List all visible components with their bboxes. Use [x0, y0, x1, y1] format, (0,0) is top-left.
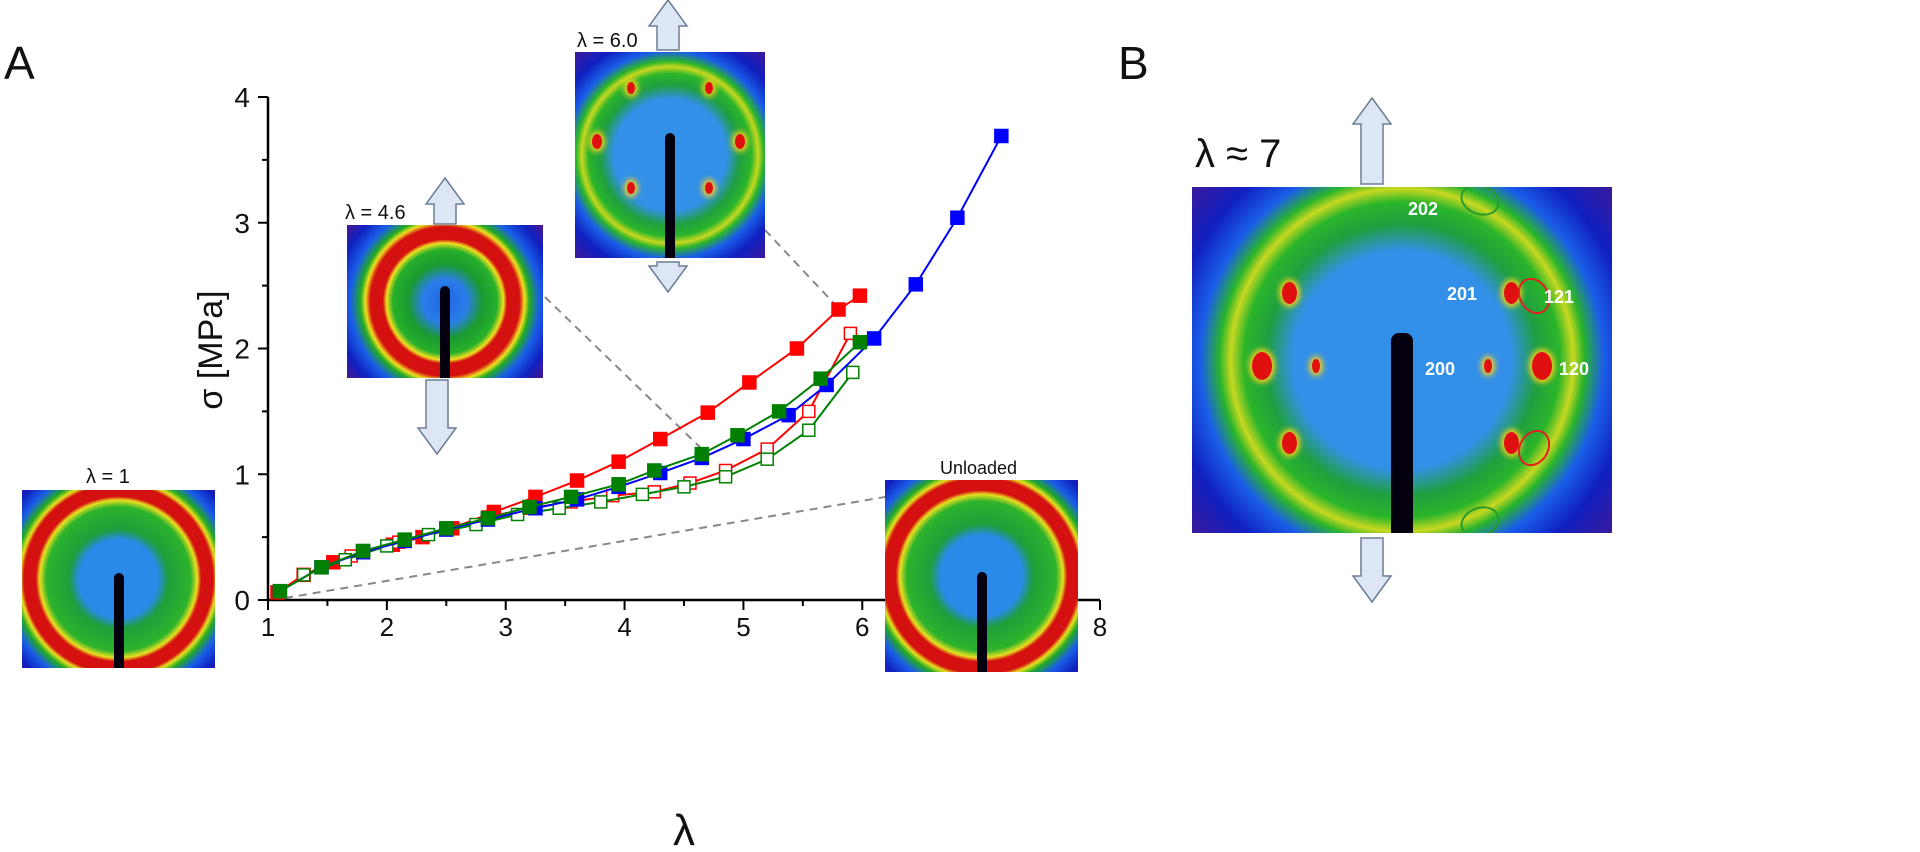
x-tick-label: 4 — [617, 612, 631, 642]
y-axis-label: σ [MPa] — [192, 290, 230, 409]
panel-label-a: A — [4, 37, 35, 89]
arrow-up-icon — [647, 0, 689, 51]
reflection-marker-202 — [1456, 187, 1504, 221]
panel-label-b: B — [1118, 37, 1149, 89]
data-point — [730, 428, 745, 443]
inset-label-lambda60: λ = 6.0 — [577, 30, 638, 52]
beam-stop — [440, 286, 450, 378]
reflection-marker-121-lower — [1511, 424, 1557, 472]
data-point — [355, 543, 371, 559]
panel-b-title: λ ≈ 7 — [1195, 132, 1282, 176]
data-point — [694, 446, 710, 462]
arrow-up-icon — [1351, 96, 1393, 185]
x-axis-label: λ — [673, 806, 695, 852]
beam-stop — [665, 133, 675, 258]
data-point — [852, 334, 868, 350]
arrow-down-icon — [647, 261, 689, 294]
data-point — [908, 277, 924, 292]
arrow-down-icon — [416, 379, 458, 456]
data-point — [760, 452, 774, 466]
y-tick-label: 1 — [234, 459, 250, 490]
dashed-guide-line — [764, 229, 843, 313]
data-point — [272, 583, 288, 599]
x-tick-label: 1 — [261, 612, 275, 642]
data-point — [611, 477, 626, 492]
beam-stop — [1391, 333, 1413, 533]
data-point — [789, 341, 805, 356]
reflection-marker-202-lower — [1456, 501, 1504, 533]
arrow-down-icon — [1351, 537, 1393, 604]
saxs-image-lambda46 — [347, 225, 543, 378]
data-point — [852, 288, 868, 303]
x-tick-label: 8 — [1093, 612, 1107, 642]
reflection-label-121: 121 — [1544, 287, 1575, 307]
data-point — [813, 371, 828, 386]
data-point — [522, 499, 537, 515]
data-point — [652, 431, 668, 447]
data-point — [802, 404, 816, 419]
data-point — [647, 463, 662, 478]
saxs-image-lambda60 — [575, 52, 765, 258]
inset-label-lambda1: λ = 1 — [86, 466, 130, 488]
data-point — [742, 375, 757, 390]
data-point — [994, 128, 1009, 144]
data-point — [950, 210, 965, 225]
saxs-image-lambda1 — [22, 490, 215, 668]
x-tick-label: 2 — [380, 612, 394, 642]
data-point — [718, 470, 733, 484]
data-point — [635, 487, 650, 502]
dashed-guide-line — [544, 296, 706, 453]
saxs-image-unloaded — [885, 480, 1078, 672]
data-point — [846, 365, 860, 380]
data-point — [314, 560, 329, 575]
reflection-label-200: 200 — [1425, 359, 1456, 379]
data-point — [397, 532, 412, 547]
data-point — [611, 454, 626, 469]
x-tick-label: 6 — [855, 612, 869, 642]
reflection-label-120: 120 — [1559, 359, 1590, 379]
x-tick-label: 5 — [736, 612, 750, 642]
y-tick-label: 2 — [234, 334, 250, 365]
data-point — [771, 404, 787, 419]
inset-label-lambda46: λ = 4.6 — [345, 202, 406, 224]
data-point — [700, 405, 716, 420]
y-tick-label: 0 — [234, 585, 250, 616]
saxs-image-lambda7: 202 201 121 200 120 — [1192, 187, 1612, 533]
data-point — [831, 302, 846, 317]
dashed-guide-line — [284, 496, 886, 599]
beam-stop — [976, 572, 987, 672]
x-tick-label: 3 — [498, 612, 512, 642]
reflection-label-201: 201 — [1447, 284, 1478, 304]
inset-label-unloaded: Unloaded — [940, 458, 1018, 478]
series-green-filled — [272, 334, 868, 599]
data-point — [563, 489, 579, 505]
data-point — [569, 473, 585, 488]
data-point — [866, 331, 882, 346]
data-point — [480, 511, 496, 526]
data-point — [439, 521, 454, 536]
arrow-up-icon — [424, 176, 466, 225]
data-point — [594, 495, 608, 509]
y-tick-label: 3 — [234, 208, 250, 239]
data-point — [802, 423, 816, 437]
reflection-label-202: 202 — [1408, 199, 1439, 219]
beam-stop — [113, 573, 124, 668]
data-point — [677, 480, 691, 494]
y-tick-label: 4 — [234, 82, 250, 113]
